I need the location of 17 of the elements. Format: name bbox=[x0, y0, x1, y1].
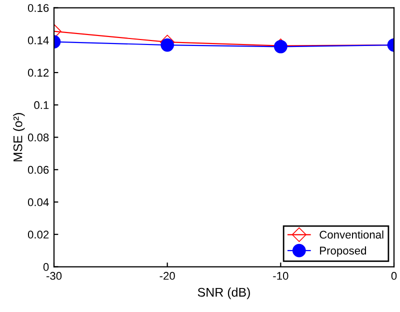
y-tick-label: 0.14 bbox=[28, 36, 49, 44]
y-tick-label: 0.04 bbox=[28, 198, 49, 206]
legend-label: Proposed bbox=[320, 246, 366, 257]
y-tick-label: 0.1 bbox=[34, 101, 49, 110]
y-tick-label: 0.08 bbox=[28, 134, 49, 142]
y-tick-label: 0.02 bbox=[28, 230, 49, 239]
y-axis-title: MSE (o²) bbox=[13, 113, 25, 162]
x-tick-label: 0 bbox=[391, 272, 397, 280]
y-tick-label: 0.12 bbox=[28, 68, 49, 77]
y-tick-label: 0.06 bbox=[28, 166, 49, 174]
x-tick-label: -10 bbox=[273, 272, 288, 280]
y-tick-label: 0 bbox=[43, 263, 49, 271]
y-tick-label: 0.16 bbox=[28, 4, 49, 12]
x-axis-title: SNR (dB) bbox=[198, 288, 250, 300]
x-tick-label: -20 bbox=[160, 272, 175, 280]
x-tick-label: -30 bbox=[46, 272, 62, 280]
legend-label: Conventional bbox=[320, 230, 384, 239]
